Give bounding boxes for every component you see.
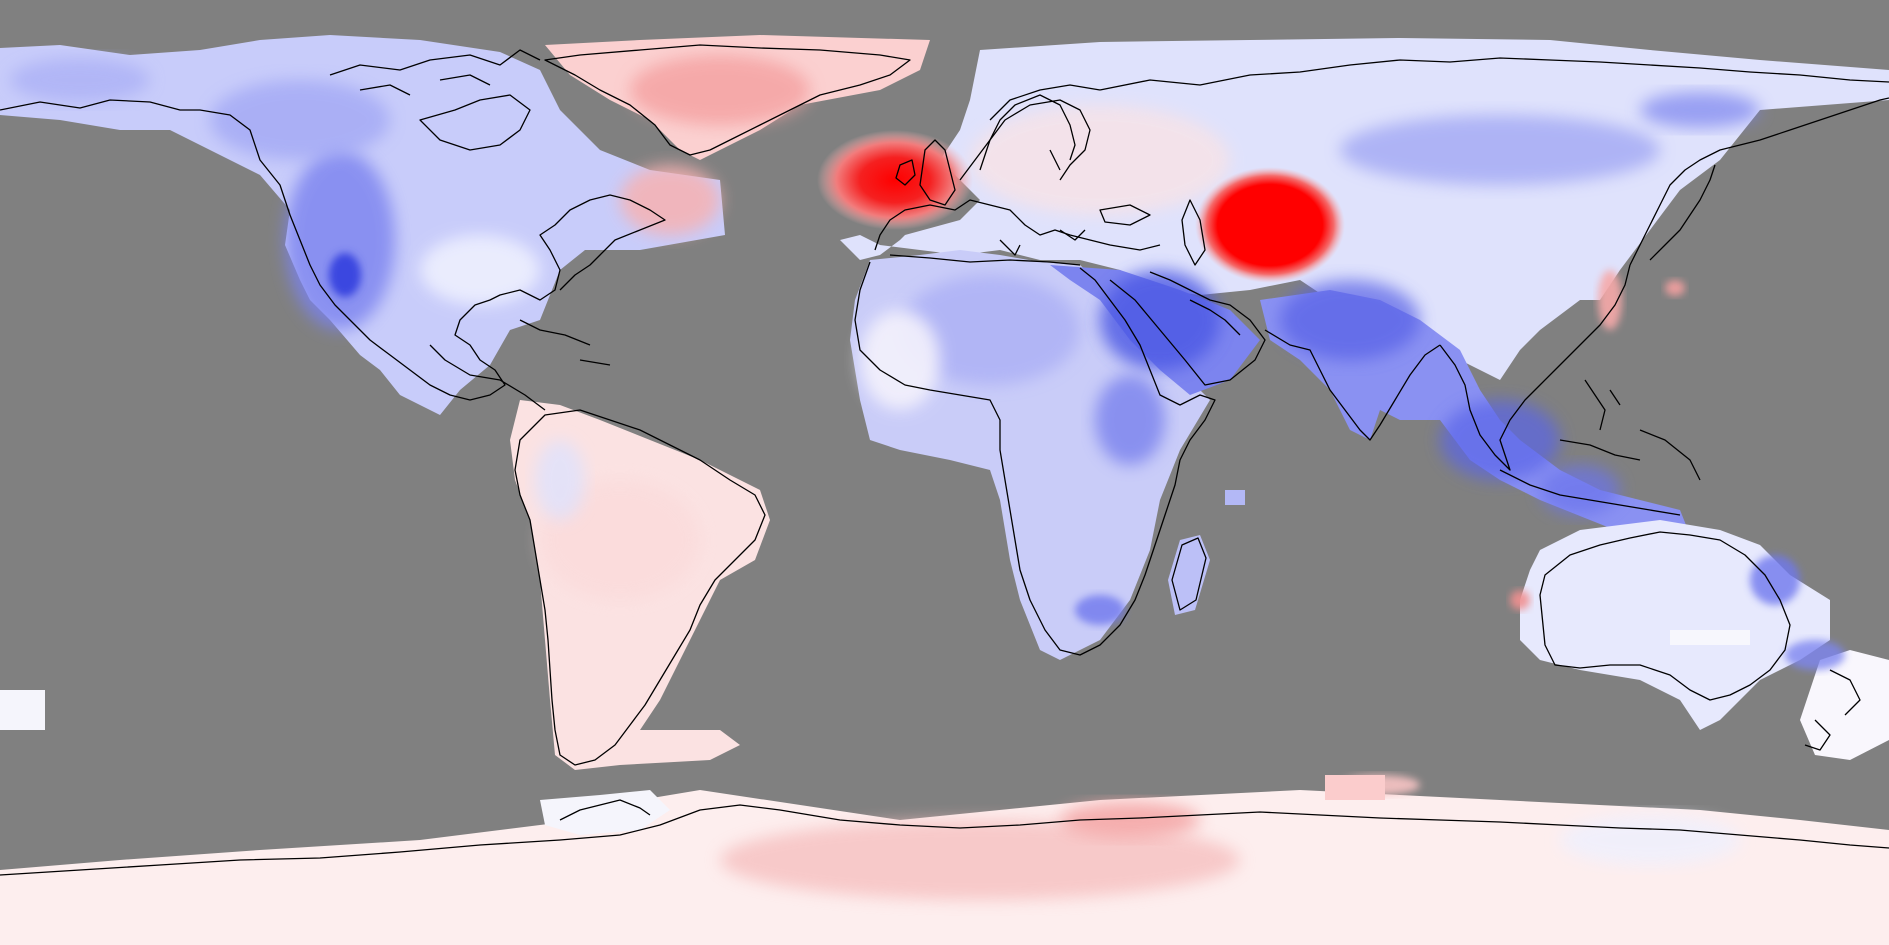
- cool-patch-peru: [535, 440, 585, 520]
- coastline-scandinavia: [979, 94, 1076, 171]
- new-zealand-region: [1800, 650, 1889, 760]
- coastline-japan: [1649, 164, 1716, 261]
- coastline-persian-gulf: [1189, 299, 1241, 336]
- warm-patch-newfoundland: [620, 165, 720, 235]
- coastline-greenland: [544, 44, 911, 156]
- coastline-europe: [874, 84, 1161, 251]
- cold-core-arabia: [1100, 270, 1220, 370]
- coastline-black-caspian: [1099, 199, 1206, 266]
- cold-patch-alaska: [10, 58, 150, 102]
- cold-patch-tasman: [1785, 640, 1845, 670]
- coastline-east-asia: [1629, 97, 1889, 266]
- coastline-mediterranean: [889, 229, 1086, 266]
- coastline-south-america: [514, 409, 766, 766]
- hotspot-central-asia: [1195, 167, 1345, 283]
- cold-patch-indonesia: [1540, 465, 1620, 515]
- coastline-arabia: [1109, 271, 1266, 386]
- coastline-siberia-north: [1099, 57, 1889, 91]
- antarctic-peninsula-region: [540, 790, 670, 835]
- cold-patch-east-africa: [1095, 375, 1165, 465]
- coastline-caribbean: [519, 319, 611, 366]
- coastline-north-america: [0, 99, 666, 401]
- warm-patch-west-australia: [1510, 590, 1530, 610]
- coastline-southeast-asia: [1439, 264, 1631, 471]
- cold-patch-southern-africa: [1075, 595, 1125, 625]
- coastline-new-zealand: [1804, 669, 1861, 751]
- coastline-antarctic-peninsula: [559, 799, 651, 821]
- anomaly-overlay-layer: [10, 55, 1845, 900]
- coastline-gulf-mexico: [429, 344, 546, 411]
- cell-indian-ocean: [1225, 490, 1245, 505]
- cold-core-west-na: [329, 253, 361, 297]
- coastline-layer: [0, 44, 1889, 876]
- neutral-patch-europe: [970, 105, 1230, 215]
- warm-patch-japan: [1665, 280, 1685, 296]
- coastline-africa: [854, 261, 1216, 656]
- warm-patch-south-america: [540, 480, 700, 600]
- neutral-patch-east-antarctica: [1560, 815, 1740, 865]
- cold-patch-far-east: [1640, 92, 1760, 128]
- coastline-indonesia: [1499, 429, 1701, 516]
- cell-south-pacific: [0, 690, 45, 730]
- warm-patch-antarctica: [720, 820, 1240, 900]
- cell-southern-ocean: [1325, 775, 1385, 800]
- warm-patch-greenland: [630, 55, 810, 125]
- coastline-madagascar: [1171, 537, 1207, 611]
- cold-patch-west-na: [285, 150, 395, 330]
- coastline-india: [1264, 329, 1441, 441]
- cold-patch-canada: [210, 80, 390, 160]
- hotspot-layer: [817, 130, 1345, 283]
- coastline-antarctica: [0, 804, 1889, 876]
- warm-patch-ross-sea: [1060, 802, 1200, 838]
- warm-patch-korea: [1598, 270, 1622, 330]
- neutral-patch-west-africa: [860, 310, 940, 410]
- coastline-australia: [1539, 531, 1791, 701]
- coastline-hudson-bay: [419, 94, 531, 151]
- cold-patch-siberia: [1340, 115, 1660, 185]
- coastline-arctic-islands: [329, 49, 541, 96]
- coastline-british-isles: [895, 139, 956, 206]
- coastline-philippines: [1584, 379, 1621, 431]
- neutral-patch-east-us: [420, 235, 540, 305]
- cell-australia-south: [1670, 630, 1750, 645]
- cold-patch-himalaya: [1280, 280, 1420, 360]
- cold-patch-sahara: [900, 275, 1080, 385]
- hotspot-british-isles: [817, 130, 973, 230]
- cold-patch-queensland: [1750, 555, 1800, 605]
